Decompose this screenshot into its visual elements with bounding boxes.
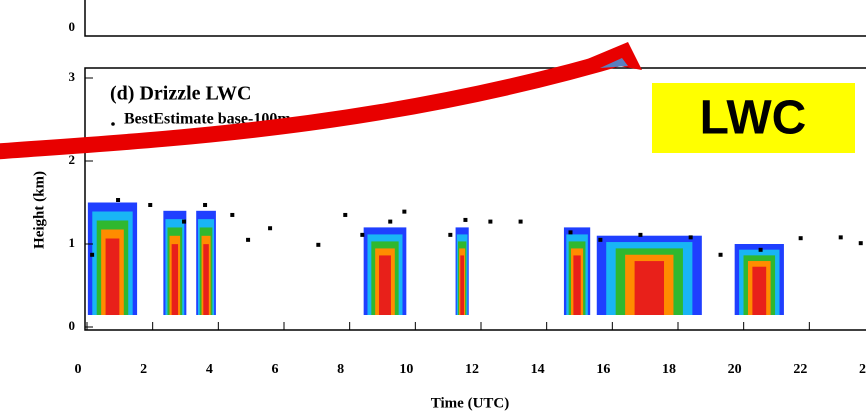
arrow bbox=[0, 47, 633, 160]
legend-marker bbox=[111, 122, 115, 126]
cloud-base-point bbox=[90, 252, 95, 257]
cloud-base-point bbox=[316, 242, 321, 247]
cloud-base-point bbox=[116, 198, 121, 203]
drizzle-layer bbox=[171, 244, 179, 315]
cloud-base-point bbox=[148, 202, 153, 207]
upper-panel-frame bbox=[84, 0, 866, 37]
upper-y-tick-label: 0 bbox=[69, 19, 76, 34]
cloud-base-point bbox=[638, 232, 643, 237]
y-tick-label: 2 bbox=[69, 152, 76, 167]
drizzle-layer bbox=[460, 255, 464, 315]
plot-area bbox=[87, 198, 863, 315]
x-tick-label: 22 bbox=[793, 362, 807, 377]
x-tick-label: 6 bbox=[272, 362, 279, 377]
x-tick-label: 16 bbox=[596, 362, 610, 377]
x-tick-label: 24 bbox=[859, 362, 866, 377]
panel-frame bbox=[84, 67, 866, 331]
cloud-base-point bbox=[388, 219, 393, 224]
x-tick-label: 2 bbox=[140, 362, 147, 377]
cloud-base-point bbox=[182, 219, 187, 224]
annotation-box bbox=[652, 83, 855, 153]
annotation: LWC bbox=[700, 92, 807, 145]
drizzle-layer bbox=[634, 261, 665, 315]
cloud-base-point bbox=[758, 247, 763, 252]
x-tick-label: 12 bbox=[465, 362, 479, 377]
x-tick-label: 8 bbox=[337, 362, 344, 377]
cloud-base-point bbox=[203, 202, 208, 207]
x-tick-label: 0 bbox=[75, 362, 82, 377]
panel-title: (d) Drizzle LWC bbox=[110, 83, 251, 105]
cloud-base-point bbox=[598, 237, 603, 242]
y-tick-label: 0 bbox=[69, 318, 76, 333]
cloud-base-point bbox=[343, 212, 348, 217]
x-tick-label: 18 bbox=[662, 362, 676, 377]
drizzle-layer bbox=[105, 238, 120, 315]
cloud-base-point bbox=[838, 235, 843, 240]
cloud-base-point bbox=[688, 235, 693, 240]
cloud-base-point bbox=[246, 237, 251, 242]
drizzle-layer bbox=[203, 244, 209, 315]
cloud-base-point bbox=[488, 219, 493, 224]
drizzle-layer bbox=[573, 255, 581, 315]
cloud-base-point bbox=[402, 209, 407, 214]
arrow-head bbox=[585, 42, 642, 70]
x-tick-label: 10 bbox=[399, 362, 413, 377]
y-tick-label: 3 bbox=[69, 69, 76, 84]
x-axis-label: Time (UTC) bbox=[431, 395, 509, 411]
cloud-base-point bbox=[568, 230, 573, 235]
cloud-base-point bbox=[858, 241, 863, 246]
drizzle-layer bbox=[752, 266, 767, 315]
cloud-base-point bbox=[718, 252, 723, 257]
x-tick-label: 4 bbox=[206, 362, 213, 377]
arrow-inner bbox=[600, 58, 628, 68]
cloud-base-point bbox=[798, 236, 803, 241]
drizzle-layer bbox=[379, 255, 391, 315]
cloud-base-point bbox=[463, 217, 468, 222]
y-axis-label: Height (km) bbox=[31, 171, 47, 249]
y-tick-label: 1 bbox=[69, 235, 76, 250]
x-tick-label: 20 bbox=[728, 362, 742, 377]
x-tick-label: 14 bbox=[531, 362, 545, 377]
cloud-base-point bbox=[518, 219, 523, 224]
cloud-base-point bbox=[230, 212, 235, 217]
cloud-base-point bbox=[360, 232, 365, 237]
cloud-base-point bbox=[268, 226, 273, 231]
cloud-base-point bbox=[448, 232, 453, 237]
